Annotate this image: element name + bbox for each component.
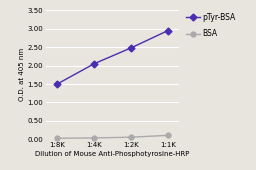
X-axis label: Dilution of Mouse Anti-Phosphotyrosine-HRP: Dilution of Mouse Anti-Phosphotyrosine-H… xyxy=(35,151,190,157)
pTyr-BSA xyxy=(167,29,170,31)
BSA xyxy=(93,137,96,139)
Y-axis label: O.D. at 405 nm: O.D. at 405 nm xyxy=(19,48,25,101)
pTyr-BSA xyxy=(93,63,96,65)
BSA xyxy=(130,136,133,138)
BSA xyxy=(167,134,170,136)
Legend: pTyr-BSA, BSA: pTyr-BSA, BSA xyxy=(186,13,235,38)
Line: pTyr-BSA: pTyr-BSA xyxy=(55,28,170,87)
BSA xyxy=(56,137,59,139)
pTyr-BSA xyxy=(130,47,133,49)
pTyr-BSA xyxy=(56,83,59,85)
Line: BSA: BSA xyxy=(55,133,170,141)
